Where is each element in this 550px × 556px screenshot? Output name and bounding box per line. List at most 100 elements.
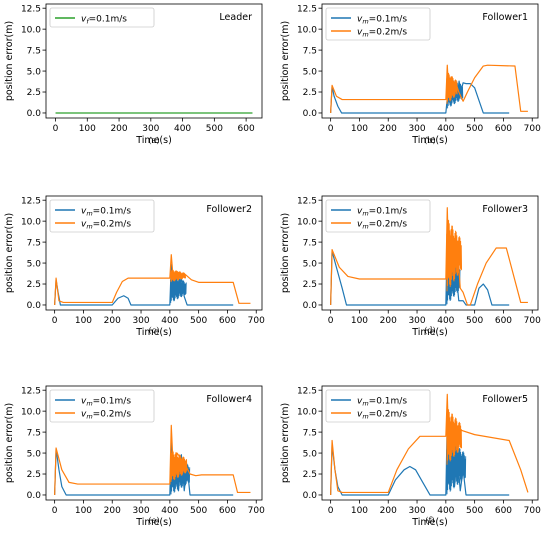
x-tick-label: 600: [495, 506, 512, 516]
y-tick-label: 12.5: [297, 386, 317, 396]
plot-frame: [45, 3, 263, 119]
y-tick-label: 10.0: [297, 217, 317, 227]
x-tick-label: 200: [104, 316, 121, 326]
y-axis-label: position error(m): [4, 403, 15, 483]
x-tick-label: 0: [53, 124, 59, 134]
y-tick-label: 12.5: [21, 196, 41, 206]
y-tick-label: 7.5: [27, 428, 41, 438]
legend-box: [49, 199, 155, 233]
legend-label: vm=0.2m/s: [357, 28, 407, 39]
y-tick-label: 0.0: [303, 491, 318, 501]
series-b-0: [330, 76, 510, 114]
x-axis-label: Time(s): [135, 327, 172, 338]
x-tick-label: 100: [351, 124, 368, 134]
panel-title: Follower2: [206, 204, 252, 215]
x-tick-label: 400: [161, 316, 178, 326]
panel-caption: (a): [148, 136, 159, 145]
series-c-1: [54, 254, 251, 306]
legend-label: vm=0.1m/s: [357, 15, 407, 26]
y-tick-label: 2.5: [27, 280, 41, 290]
y-tick-label: 7.5: [303, 46, 317, 56]
panel-caption: (d): [424, 326, 435, 335]
series-e-1: [54, 424, 251, 495]
legend-label: vm=0.1m/s: [357, 207, 407, 218]
y-tick-label: 2.5: [303, 470, 317, 480]
y-tick-label: 7.5: [303, 428, 317, 438]
y-axis-label: position error(m): [280, 403, 291, 483]
chart-panel-b: 0 100 200 300 400 500 600 700 0.0 2.5 5.0 7.5 10.0 12…: [280, 3, 541, 146]
legend: vm=0.1m/s vm=0.2m/s: [325, 389, 431, 423]
series-oscillation: [170, 269, 187, 283]
y-tick-label: 5.0: [303, 67, 318, 77]
x-tick-label: 600: [219, 316, 236, 326]
series-b-1: [330, 64, 528, 114]
y-tick-label: 5.0: [303, 259, 318, 269]
plot-frame: [321, 3, 539, 119]
y-axis-label: position error(m): [280, 21, 291, 101]
y-axis-label: position error(m): [4, 213, 15, 293]
x-tick-label: 0: [328, 124, 334, 134]
y-tick-label: 5.0: [27, 259, 42, 269]
x-tick-label: 100: [79, 124, 96, 134]
y-tick-label: 10.0: [297, 25, 317, 35]
x-tick-label: 500: [466, 124, 483, 134]
panel-title: Leader: [219, 12, 252, 23]
y-tick-label: 2.5: [303, 88, 317, 98]
y-tick-label: 7.5: [27, 46, 41, 56]
x-tick-label: 700: [524, 506, 541, 516]
series-line: [54, 424, 251, 495]
x-axis-label: Time(s): [135, 517, 172, 528]
y-tick-label: 7.5: [27, 238, 41, 248]
legend: vm=0.1m/s vm=0.2m/s: [49, 389, 155, 423]
plot-frame: [321, 195, 539, 311]
plot-frame: [45, 195, 263, 311]
legend-label: vm=0.1m/s: [357, 397, 407, 408]
x-tick-label: 500: [466, 316, 483, 326]
x-tick-label: 0: [328, 506, 334, 516]
y-tick-label: 5.0: [303, 449, 318, 459]
x-axis-label: Time(s): [411, 135, 448, 146]
x-tick-label: 300: [132, 506, 149, 516]
y-tick-label: 10.0: [21, 407, 41, 417]
x-tick-label: 200: [380, 506, 397, 516]
legend: vm=0.1m/s vm=0.2m/s: [325, 199, 431, 233]
plot-frame: [45, 385, 263, 501]
x-tick-label: 700: [524, 124, 541, 134]
y-tick-label: 10.0: [297, 407, 317, 417]
series-c-0: [54, 264, 234, 306]
x-tick-label: 400: [174, 124, 191, 134]
x-tick-label: 200: [110, 124, 127, 134]
x-tick-label: 600: [495, 124, 512, 134]
y-tick-label: 12.5: [21, 4, 41, 14]
series-line: [330, 80, 510, 114]
y-axis-label: position error(m): [280, 213, 291, 293]
y-tick-label: 12.5: [297, 196, 317, 206]
x-tick-label: 300: [408, 124, 425, 134]
y-axis-label: position error(m): [4, 21, 15, 101]
legend: vm=0.1m/s vm=0.2m/s: [49, 199, 155, 233]
series-e-0: [54, 439, 234, 496]
y-tick-label: 12.5: [21, 386, 41, 396]
x-tick-label: 200: [104, 506, 121, 516]
legend-box: [325, 389, 431, 423]
panel-title: Follower4: [206, 394, 252, 405]
x-tick-label: 100: [351, 506, 368, 516]
x-axis-label: Time(s): [411, 327, 448, 338]
series-d-1: [330, 207, 528, 306]
x-tick-label: 0: [52, 506, 58, 516]
x-axis-label: Time(s): [135, 135, 172, 146]
legend-label: vm=0.2m/s: [81, 220, 131, 231]
legend-box: [325, 7, 431, 41]
series-f-0: [330, 418, 510, 496]
panel-caption: (b): [424, 136, 435, 145]
x-tick-label: 700: [524, 316, 541, 326]
y-tick-label: 10.0: [21, 25, 41, 35]
y-tick-label: 2.5: [303, 280, 317, 290]
x-tick-label: 400: [437, 316, 454, 326]
y-tick-label: 5.0: [27, 67, 42, 77]
series-line: [54, 254, 251, 306]
series-oscillation: [446, 219, 463, 292]
x-tick-label: 500: [190, 506, 207, 516]
chart-panel-e: 0 100 200 300 400 500 600 700 0.0 2.5 5.0 7.5 10.0 12…: [4, 385, 265, 528]
